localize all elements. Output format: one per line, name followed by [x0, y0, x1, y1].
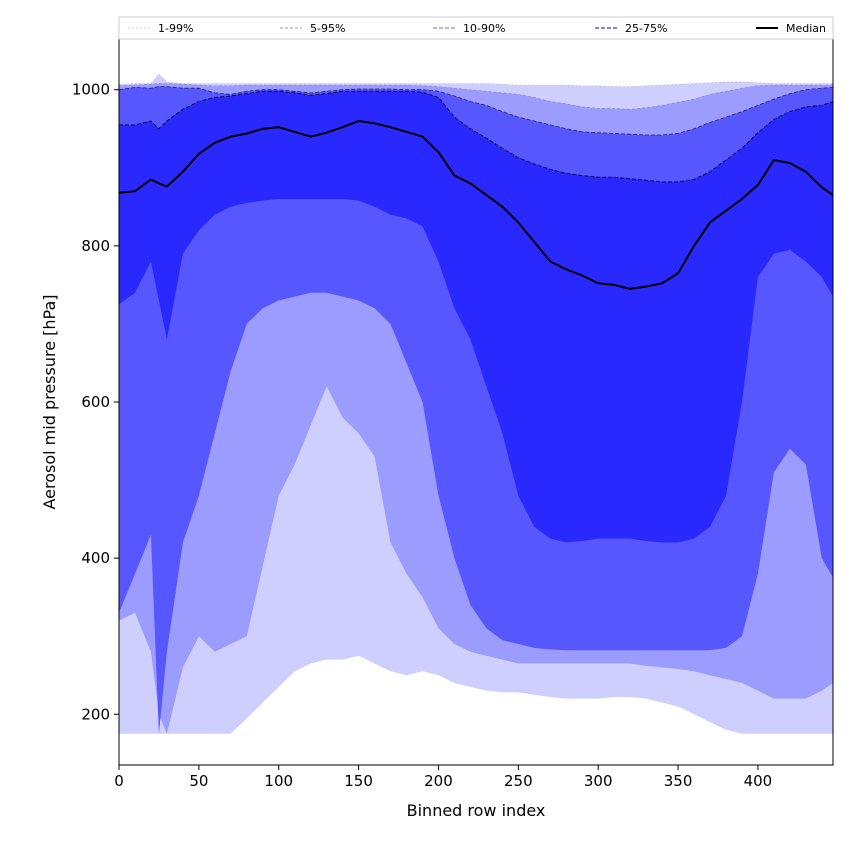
band-upper-edge-1-99% — [119, 73, 833, 87]
x-tick-label: 400 — [744, 772, 773, 790]
plot-area — [119, 73, 833, 734]
x-tick-label: 300 — [584, 772, 613, 790]
y-tick-label: 400 — [81, 549, 110, 567]
legend-label: 10-90% — [463, 22, 505, 35]
y-tick-label: 1000 — [72, 81, 110, 99]
median-line — [119, 119, 833, 290]
band-25-75% — [119, 91, 833, 543]
legend-frame — [118, 16, 834, 40]
x-tick-label: 200 — [424, 772, 453, 790]
y-axis-label: Aerosol mid pressure [hPa] — [40, 294, 59, 509]
x-tick-label: 150 — [344, 772, 373, 790]
x-tick-label: 0 — [114, 772, 124, 790]
y-axis-ticks: 200 400 600 800 1000 — [72, 81, 119, 723]
x-tick-label: 250 — [504, 772, 533, 790]
x-tick-label: 100 — [264, 772, 293, 790]
x-tick-label: 350 — [664, 772, 693, 790]
y-tick-label: 800 — [81, 237, 110, 255]
legend-label: 1-99% — [158, 22, 193, 35]
band-upper-edge-10-90% — [119, 86, 833, 136]
legend-label: Median — [786, 22, 826, 35]
band-edge-lines — [119, 73, 833, 183]
band-upper-edge-5-95% — [119, 83, 833, 110]
x-axis-label: Binned row index — [407, 801, 546, 820]
legend-label: 5-95% — [310, 22, 345, 35]
x-axis-ticks: 0 50 100 150 200 250 300 350 400 — [114, 765, 772, 790]
x-tick-label: 50 — [189, 772, 208, 790]
legend-label: 25-75% — [625, 22, 667, 35]
band-upper-edge-25-75% — [119, 90, 833, 183]
legend: 1-99% 5-95% 10-90% 25-75% Median — [118, 16, 834, 40]
y-tick-label: 600 — [81, 393, 110, 411]
y-tick-label: 200 — [81, 705, 110, 723]
percentile-bands — [119, 74, 833, 734]
